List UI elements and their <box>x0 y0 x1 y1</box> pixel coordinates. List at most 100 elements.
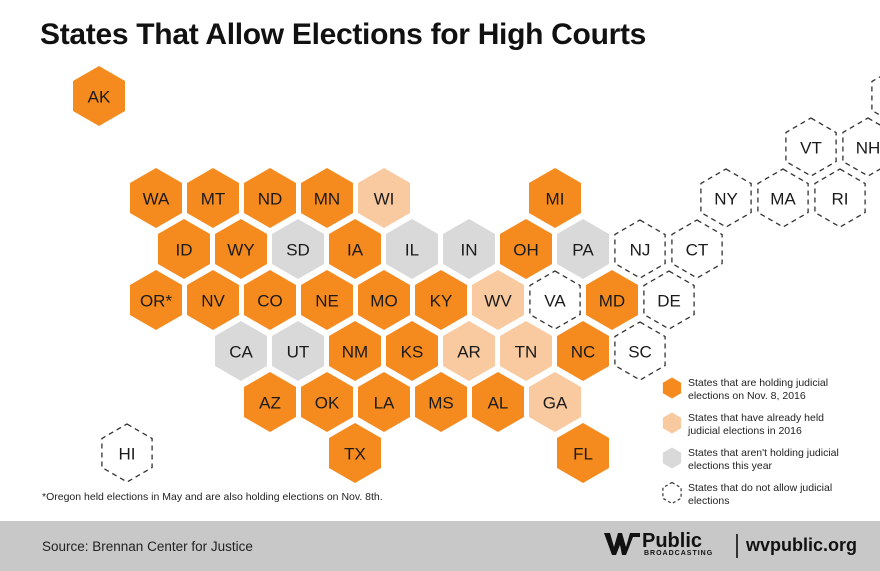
state-hex-nv <box>187 270 239 330</box>
legend-label-already-held: States that have already held judicial e… <box>688 412 825 437</box>
legend-hex <box>662 447 682 469</box>
state-tile-sc: SC <box>614 321 666 381</box>
state-tile-az: AZ <box>244 372 296 432</box>
state-label-mi: MI <box>546 190 565 209</box>
state-tile-wy: WY <box>215 219 267 279</box>
state-hex-nd <box>244 168 296 228</box>
state-label-wa: WA <box>143 190 170 209</box>
legend-item-already-held: States that have already held judicial e… <box>662 411 862 445</box>
state-hex-ut <box>272 321 324 381</box>
state-hex-nm <box>329 321 381 381</box>
state-label-ok: OK <box>315 394 340 413</box>
state-label-hi: HI <box>119 445 136 464</box>
legend-swatch-not-holding <box>662 447 682 469</box>
state-tile-co: CO <box>244 270 296 330</box>
state-label-ny: NY <box>714 190 738 209</box>
state-hex-nc <box>557 321 609 381</box>
state-tile-ok: OK <box>301 372 353 432</box>
state-hex-ct <box>671 219 723 279</box>
footer-bar: Source: Brennan Center for Justice Publi… <box>0 521 880 571</box>
legend-label-no-elections: States that do not allow judicial electi… <box>688 482 833 507</box>
state-tile-sd: SD <box>272 219 324 279</box>
state-hex-az <box>244 372 296 432</box>
state-hex-sd <box>272 219 324 279</box>
logo-url-text: wvpublic.org <box>746 535 858 555</box>
state-label-ne: NE <box>315 292 339 311</box>
state-hex-hi <box>101 423 153 483</box>
state-label-sd: SD <box>286 241 310 260</box>
state-hex-wv <box>472 270 524 330</box>
state-hex-ma <box>757 168 809 228</box>
state-tile-wv: WV <box>472 270 524 330</box>
state-label-ak: AK <box>88 88 111 107</box>
legend-item-holding: States that are holding judicial electio… <box>662 376 862 410</box>
state-label-la: LA <box>374 394 395 413</box>
state-hex-md <box>586 270 638 330</box>
state-label-de: DE <box>657 292 681 311</box>
footnote: *Oregon held elections in May and are al… <box>42 491 383 503</box>
state-tile-wi: WI <box>358 168 410 228</box>
state-hex-mt <box>187 168 239 228</box>
state-label-ga: GA <box>543 394 568 413</box>
state-tile-ky: KY <box>415 270 467 330</box>
logo-broadcasting-text: BROADCASTING <box>644 550 714 557</box>
state-label-mn: MN <box>314 190 340 209</box>
state-hex-la <box>358 372 410 432</box>
state-tile-ny: NY <box>700 168 752 228</box>
state-hex-al <box>472 372 524 432</box>
state-hex-ms <box>415 372 467 432</box>
state-label-tn: TN <box>515 343 538 362</box>
state-tile-ar: AR <box>443 321 495 381</box>
state-tile-tx: TX <box>329 423 381 483</box>
state-tile-ia: IA <box>329 219 381 279</box>
state-hex-wa <box>130 168 182 228</box>
state-label-ma: MA <box>770 190 796 209</box>
state-hex-id <box>158 219 210 279</box>
state-label-sc: SC <box>628 343 652 362</box>
state-tile-mn: MN <box>301 168 353 228</box>
state-label-wi: WI <box>374 190 395 209</box>
state-tile-ut: UT <box>272 321 324 381</box>
state-label-ar: AR <box>457 343 481 362</box>
state-tile-mi: MI <box>529 168 581 228</box>
state-tile-ca: CA <box>215 321 267 381</box>
state-hex-ca <box>215 321 267 381</box>
state-label-nv: NV <box>201 292 225 311</box>
legend-hex <box>662 481 682 505</box>
state-hex-mn <box>301 168 353 228</box>
legend-hex <box>662 377 682 399</box>
state-label-ut: UT <box>287 343 310 362</box>
legend-hex <box>662 412 682 434</box>
state-tile-hi: HI <box>101 423 153 483</box>
state-label-ct: CT <box>686 241 709 260</box>
state-tile-nm: NM <box>329 321 381 381</box>
state-label-pa: PA <box>572 241 594 260</box>
state-tile-al: AL <box>472 372 524 432</box>
state-hex-mi <box>529 168 581 228</box>
state-hex-oh <box>500 219 552 279</box>
state-label-ri: RI <box>832 190 849 209</box>
legend-item-not-holding: States that aren't holding judicial elec… <box>662 446 862 480</box>
state-label-nm: NM <box>342 343 368 362</box>
legend-label-not-holding: States that aren't holding judicial elec… <box>688 447 839 472</box>
state-tile-nv: NV <box>187 270 239 330</box>
state-tile-nj: NJ <box>614 219 666 279</box>
state-label-md: MD <box>599 292 625 311</box>
state-label-az: AZ <box>259 394 281 413</box>
state-tile-va: VA <box>529 270 581 330</box>
state-tile-or: OR* <box>130 270 182 330</box>
state-tile-ri: RI <box>814 168 866 228</box>
state-tile-nd: ND <box>244 168 296 228</box>
state-hex-ri <box>814 168 866 228</box>
legend-item-no-elections: States that do not allow judicial electi… <box>662 481 862 515</box>
state-label-nc: NC <box>571 343 596 362</box>
state-label-wv: WV <box>484 292 512 311</box>
state-hex-ia <box>329 219 381 279</box>
state-tile-ga: GA <box>529 372 581 432</box>
state-label-fl: FL <box>573 445 593 464</box>
state-label-ms: MS <box>428 394 454 413</box>
state-label-nh: NH <box>856 139 880 158</box>
state-tile-mo: MO <box>358 270 410 330</box>
legend-label-holding: States that are holding judicial electio… <box>688 377 829 402</box>
state-tile-vt: VT <box>785 117 837 177</box>
